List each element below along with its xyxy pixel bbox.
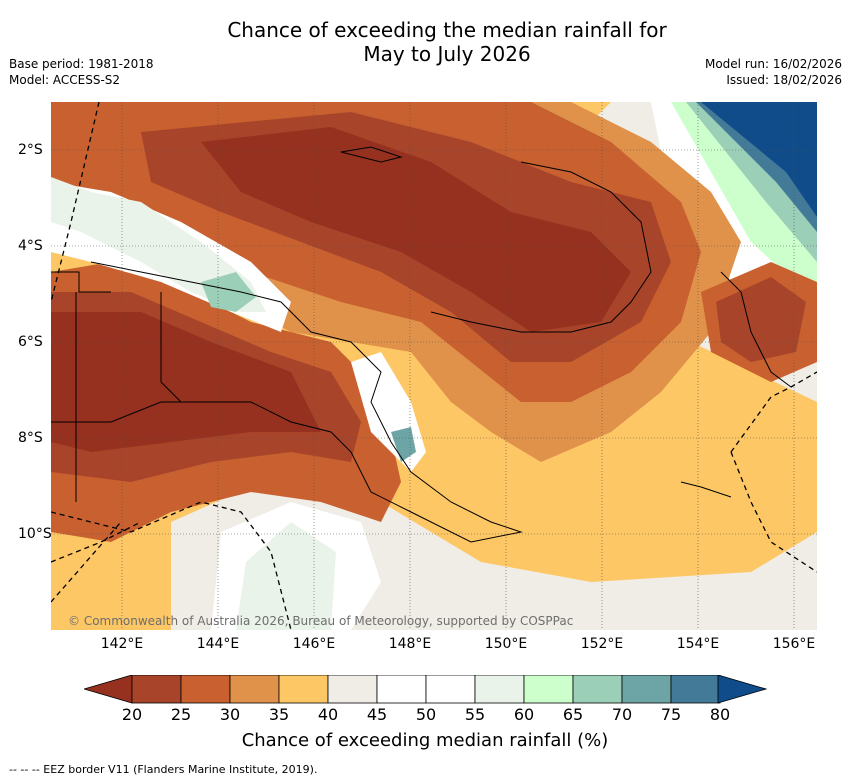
lat-label: 10°S	[18, 526, 52, 542]
lon-label: 146°E	[292, 636, 336, 652]
lat-label: 6°S	[18, 334, 43, 350]
band-under-20-west	[51, 312, 321, 452]
colorbar-swatch	[180, 675, 231, 704]
map-canvas	[51, 102, 817, 630]
title-line-1: Chance of exceeding the median rainfall …	[227, 18, 667, 42]
lon-label: 148°E	[388, 636, 432, 652]
colorbar-tick: 20	[121, 705, 143, 724]
lat-label: 8°S	[18, 430, 43, 446]
band-under-20-north	[201, 127, 631, 332]
coastlines	[51, 146, 792, 543]
colorbar-tick: 35	[268, 705, 290, 724]
colorbar-swatch	[621, 675, 672, 704]
colorbar-tick: 55	[464, 705, 486, 724]
colorbar-tick: 65	[562, 705, 584, 724]
lon-label: 144°E	[196, 636, 240, 652]
colorbar-swatch	[572, 675, 623, 704]
graticule	[51, 102, 817, 630]
issued-date: Issued: 18/02/2026	[726, 73, 842, 87]
colorbar-swatch	[425, 675, 476, 704]
model-run: Model run: 16/02/2026	[704, 57, 842, 71]
colorbar-swatch	[278, 675, 329, 704]
colorbar-tick: 75	[660, 705, 682, 724]
band-20-25-east	[716, 277, 806, 362]
colorbar-swatch	[376, 675, 427, 704]
colorbar-tick: 40	[317, 705, 339, 724]
map-title: Chance of exceeding the median rainfall …	[0, 18, 850, 66]
colorbar-tick: 30	[219, 705, 241, 724]
copyright-text: © Commonwealth of Australia 2026, Bureau…	[68, 614, 574, 628]
lon-label: 156°E	[772, 636, 816, 652]
meta-right: Model run: 16/02/2026 Issued: 18/02/2026	[705, 56, 842, 88]
rainfall-map	[51, 102, 817, 630]
lon-label: 142°E	[100, 636, 144, 652]
base-period: Base period: 1981-2018	[9, 57, 154, 71]
lon-label: 154°E	[676, 636, 720, 652]
band-65-70-west	[201, 272, 256, 312]
lat-label: 2°S	[18, 142, 43, 158]
eez-footnote: -- -- -- EEZ border V11 (Flanders Marine…	[9, 763, 318, 776]
colorbar-swatch	[523, 675, 574, 704]
eez-borders	[51, 102, 817, 630]
band-over-80-ne	[701, 102, 817, 217]
colorbar-swatches	[131, 675, 721, 704]
colorbar-over-arrow	[717, 675, 768, 704]
colorbar-tick: 70	[611, 705, 633, 724]
colorbar-swatch	[327, 675, 378, 704]
colorbar-tick: 80	[709, 705, 731, 724]
colorbar-tick: 50	[415, 705, 437, 724]
colorbar-swatch	[474, 675, 525, 704]
band-55-60-west	[51, 177, 266, 312]
colorbar-label: Chance of exceeding median rainfall (%)	[241, 730, 609, 751]
colorbar-swatch	[131, 675, 182, 704]
colorbar	[84, 675, 768, 704]
colorbar-tick: 25	[170, 705, 192, 724]
lon-label: 152°E	[580, 636, 624, 652]
colorbar-tick: 45	[366, 705, 388, 724]
meta-left: Base period: 1981-2018 Model: ACCESS-S2	[9, 56, 154, 88]
title-line-2: May to July 2026	[363, 42, 531, 66]
colorbar-swatch	[670, 675, 721, 704]
colorbar-tick: 60	[513, 705, 535, 724]
band-55-60-sw	[236, 522, 336, 630]
lon-label: 150°E	[484, 636, 528, 652]
lat-label: 4°S	[18, 238, 43, 254]
colorbar-swatch	[229, 675, 280, 704]
colorbar-under-arrow	[84, 675, 133, 704]
model-name: Model: ACCESS-S2	[9, 73, 121, 87]
